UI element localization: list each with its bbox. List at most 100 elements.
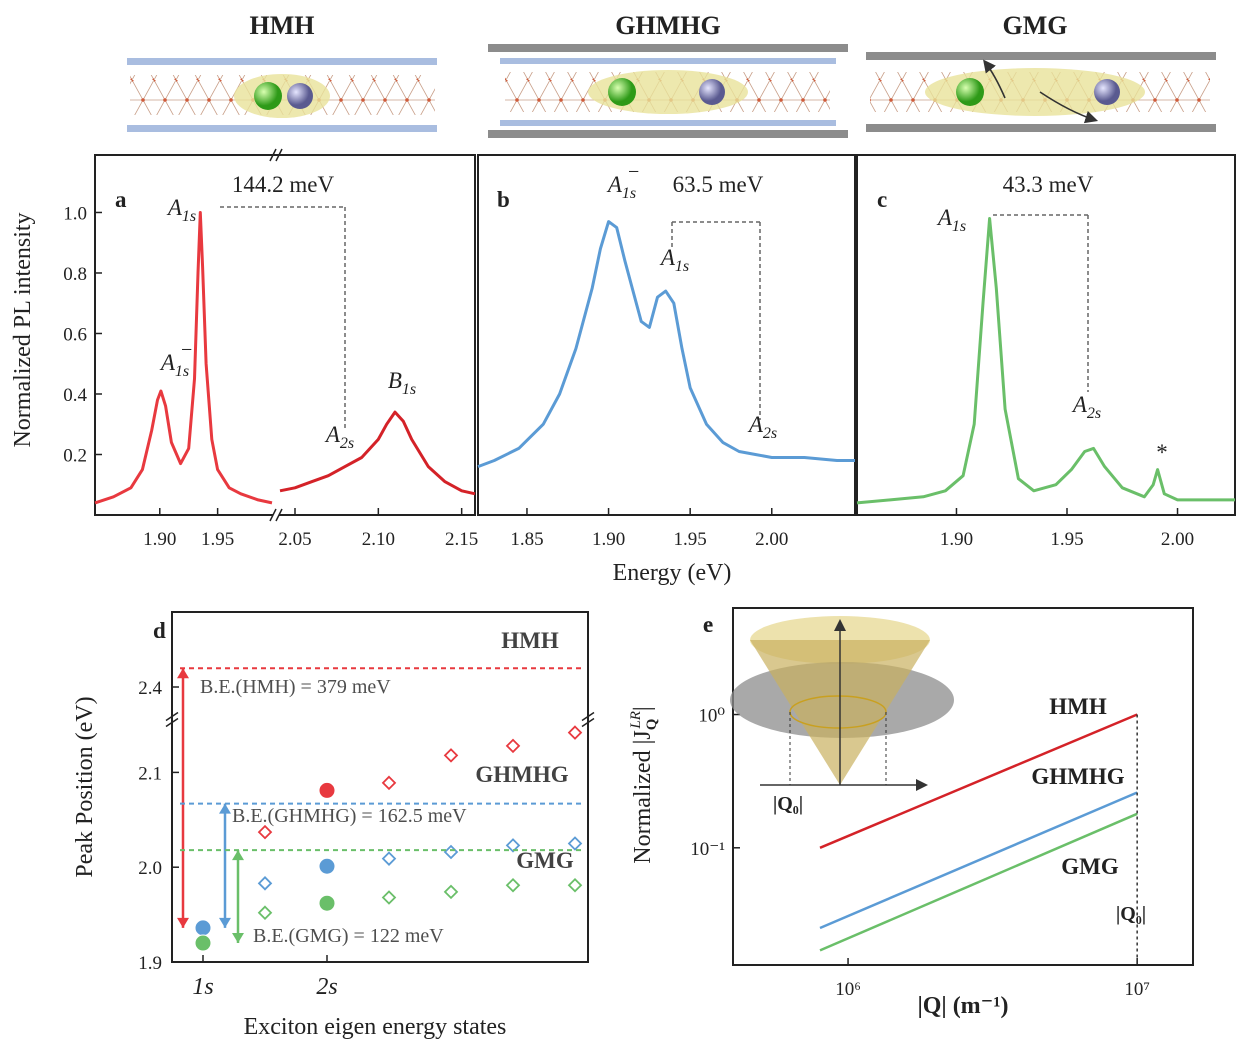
x-tick-label: 2.00 [755,529,788,550]
arrow-head [177,668,189,678]
y-tick-label: 1.0 [63,203,87,224]
marker [507,740,519,752]
x-tick-label: 1.95 [201,529,234,550]
peak-label-main: A [936,205,953,230]
q0-label: |Q₀| [1116,903,1146,925]
x-tick-label: 1.95 [1050,529,1083,550]
peak-label: B1s [388,368,416,398]
figure: HMH GHMHG GMG 1.901.952.052.102.150.20.4… [0,0,1237,1052]
schematic-hmh: HMH [127,11,437,132]
marker [569,879,581,891]
y-label-end: | [630,706,656,711]
panel-letter: a [115,187,127,212]
y-label-main: Normalized |J [630,730,656,863]
peak-label-main: * [1156,440,1168,465]
marker [195,920,211,936]
marker [507,879,519,891]
x-tick-label: 1.90 [592,529,625,550]
y-tick-label: 10⁻¹ [690,839,725,860]
y-tick-label: 10⁰ [698,706,725,727]
arrow-head [219,804,231,814]
marker [445,846,457,858]
panel-letter: c [877,187,887,212]
binding-label: B.E.(GMG) = 122 meV [253,925,444,947]
arrow-head [232,933,244,943]
arrow-head [219,918,231,928]
schematic-label: GMG [1003,11,1068,40]
marker [383,853,395,865]
peak-label: * [1156,440,1168,465]
marker [445,749,457,761]
binding-label: B.E.(HMH) = 379 meV [200,676,391,698]
binding-label: B.E.(GHMHG) = 162.5 meV [232,805,467,827]
marker [383,777,395,789]
peak-label-main: A [166,195,183,220]
x-tick-label: 1.90 [143,529,176,550]
peak-label-sub: 2s [763,425,777,442]
x-tick-label: 1.90 [940,529,973,550]
schematic-label: GHMHG [615,11,720,40]
y-axis-label: Normalized |JQLR| [628,706,660,863]
panel-letter: d [153,618,166,643]
peak-label: A1s [166,195,196,225]
arrow-head [177,918,189,928]
y-label-sub: Q [644,718,660,730]
peak-label-main: A [159,350,176,375]
peak-label-sub: 1s [182,208,196,225]
marker [319,782,335,798]
x-tick-label: 1s [192,974,213,1000]
marker [569,727,581,739]
peak-label: A1s [936,205,966,235]
marker [383,892,395,904]
peak-label-sub: 1s [952,218,966,235]
x-tick-label: 10⁶ [835,979,861,1000]
series-label: HMH [501,628,559,653]
y-tick-label: 0.4 [63,385,87,406]
peak-label-main: A [747,412,764,437]
data-line [857,219,1235,503]
peak-label-sup: − [628,161,639,183]
y-tick-label: 0.8 [63,264,87,285]
marker [319,895,335,911]
plot-frame [172,612,588,962]
y-tick-label: 2.0 [138,858,162,879]
plot-frame [857,155,1235,515]
series-label: GMG [1061,854,1119,879]
panel-letter: b [497,187,510,212]
marker [259,826,271,838]
marker [445,886,457,898]
peak-label-sub: 1s [675,258,689,275]
y-label-sup: LR [628,711,644,730]
y-tick-label: 0.6 [63,324,87,345]
splitting-label: 43.3 meV [1003,172,1094,197]
series-label: GMG [516,848,574,873]
x-tick-label: 2.15 [445,529,478,550]
cone-inset: |Q₀| [730,616,954,815]
data-line [820,814,1137,951]
x-axis-label: Energy (eV) [613,560,732,586]
peak-label-main: A [1071,392,1088,417]
peak-label-sub: 1s [402,381,416,398]
peak-label-main: A [659,245,676,270]
arrow-head [232,850,244,860]
plot-frame [95,155,475,515]
x-axis-label: |Q| (m⁻¹) [917,993,1008,1019]
marker [319,858,335,874]
x-axis-label: Exciton eigen energy states [244,1014,507,1040]
peak-label: A2s [324,422,354,452]
peak-label-sub: 1s [622,185,636,202]
series-label: GHMHG [1031,764,1124,789]
y-axis-label: Normalized PL intensity [10,212,36,447]
x-tick-label: 2s [316,974,337,1000]
peak-label-main: A [324,422,341,447]
splitting-label: 144.2 meV [232,172,335,197]
y-tick-label: 2.4 [138,678,162,699]
data-line [280,412,475,494]
y-tick-label: 2.1 [138,763,162,784]
splitting-label: 63.5 meV [673,172,764,197]
schematic-ghmhg: GHMHG [488,11,848,138]
plot-frame [478,155,855,515]
peak-label: A2s [747,412,777,442]
peak-label-sub: 2s [1087,405,1101,422]
x-tick-label: 1.95 [674,529,707,550]
